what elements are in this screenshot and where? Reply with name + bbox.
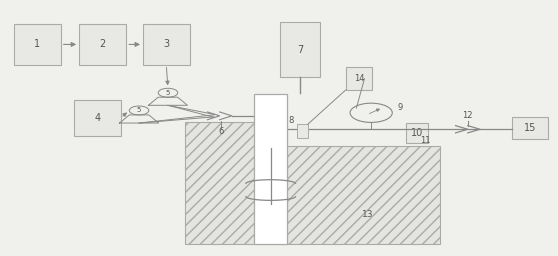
Text: 15: 15 bbox=[524, 123, 536, 133]
Text: 12: 12 bbox=[463, 111, 473, 120]
Bar bbox=[297, 124, 308, 138]
Bar bbox=[79, 24, 126, 65]
Bar bbox=[406, 123, 428, 143]
Text: 13: 13 bbox=[362, 210, 374, 219]
Bar bbox=[74, 100, 121, 136]
Text: 4: 4 bbox=[94, 113, 100, 123]
Text: 8: 8 bbox=[288, 116, 294, 125]
Bar bbox=[345, 67, 372, 90]
Text: 6: 6 bbox=[219, 126, 224, 135]
Bar bbox=[143, 24, 190, 65]
Bar bbox=[512, 116, 549, 140]
Text: 1: 1 bbox=[34, 39, 40, 49]
Text: 11: 11 bbox=[420, 136, 430, 145]
Text: 7: 7 bbox=[297, 45, 303, 55]
Bar bbox=[287, 146, 440, 244]
Bar bbox=[185, 122, 287, 244]
Text: 5: 5 bbox=[137, 108, 141, 113]
Text: 9: 9 bbox=[398, 103, 403, 112]
Text: 5: 5 bbox=[166, 90, 170, 96]
Text: 2: 2 bbox=[99, 39, 106, 49]
Bar bbox=[254, 94, 287, 244]
Bar bbox=[280, 22, 320, 77]
Text: 14: 14 bbox=[354, 74, 364, 83]
Text: 10: 10 bbox=[411, 128, 423, 138]
Bar bbox=[13, 24, 61, 65]
Text: 3: 3 bbox=[163, 39, 170, 49]
